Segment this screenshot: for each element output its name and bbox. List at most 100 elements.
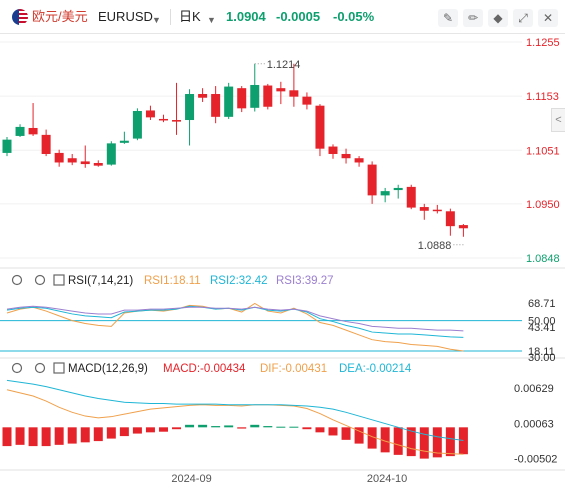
- candle-up[interactable]: [2, 139, 12, 153]
- candle-down[interactable]: [354, 158, 364, 163]
- candle-down[interactable]: [341, 153, 351, 159]
- candle-up[interactable]: [380, 191, 390, 196]
- candle-down[interactable]: [367, 164, 377, 196]
- macd-bar-up: [289, 426, 299, 428]
- macd-bar-down: [445, 427, 455, 457]
- eye-icon[interactable]: [11, 362, 23, 374]
- macd-bar-down: [419, 427, 429, 459]
- candle-down[interactable]: [289, 90, 299, 97]
- candle-down[interactable]: [54, 152, 64, 163]
- candle-down[interactable]: [276, 88, 286, 92]
- rsi-tick-label: 30.00: [528, 352, 556, 364]
- eye-icon[interactable]: [11, 274, 23, 286]
- candle-down[interactable]: [315, 105, 325, 149]
- rsi-tick-label: 18.11: [528, 346, 555, 358]
- high-annotation: 1.1214: [267, 59, 301, 71]
- rsi-title: RSI(7,14,21): [68, 275, 133, 287]
- candle-down[interactable]: [419, 207, 429, 211]
- chart-toolbar: 欧元/美元 EURUSD ▼ 日K ▼ 1.0904 -0.0005 -0.05…: [0, 0, 565, 34]
- candle-down[interactable]: [80, 161, 90, 165]
- rsi-tick-label: 68.71: [528, 298, 556, 310]
- eur-usd-flag-icon: [12, 9, 28, 25]
- candle-down[interactable]: [172, 120, 182, 122]
- candle-down[interactable]: [458, 225, 468, 229]
- candle-up[interactable]: [119, 140, 129, 143]
- candle-down[interactable]: [198, 94, 208, 98]
- gear-icon[interactable]: [34, 274, 46, 286]
- price-tick-label: 1.1051: [526, 145, 560, 157]
- candle-down[interactable]: [211, 94, 221, 117]
- macd-bar-down: [432, 427, 442, 458]
- macd-legend-2: DIF:-0.00431: [260, 363, 327, 375]
- macd-bar-up: [276, 426, 286, 428]
- macd-dea-line: [6, 379, 464, 441]
- timeframe-selector[interactable]: 日K: [179, 9, 201, 24]
- price-tick-label: 1.1255: [526, 37, 560, 49]
- rsi-tick-label: 43.41: [528, 322, 556, 334]
- macd-bar-down: [41, 427, 51, 447]
- time-axis-label: 2024-10: [367, 473, 407, 485]
- candle-down[interactable]: [93, 163, 103, 166]
- rsi-legend-3: RSI3:39.27: [276, 275, 334, 287]
- close-icon[interactable]: ✕: [538, 9, 558, 27]
- candle-up[interactable]: [224, 86, 234, 117]
- macd-bar-up: [185, 424, 195, 428]
- price-change: -0.0005: [276, 9, 321, 24]
- macd-bar-down: [132, 427, 142, 434]
- candle-down[interactable]: [237, 88, 247, 109]
- candle-down[interactable]: [41, 134, 51, 154]
- candle-up[interactable]: [132, 110, 142, 139]
- macd-bar-up: [211, 426, 221, 428]
- candle-down[interactable]: [328, 146, 338, 154]
- macd-dif-line: [6, 389, 464, 455]
- candle-up[interactable]: [106, 143, 116, 165]
- symbol-dropdown-chevron-down-icon[interactable]: ▼: [152, 15, 161, 25]
- last-price-tick-label: 1.0848: [526, 253, 560, 265]
- candle-down[interactable]: [302, 96, 312, 105]
- macd-bar-down: [393, 427, 403, 455]
- candle-down[interactable]: [158, 118, 168, 121]
- instrument-symbol[interactable]: EURUSD: [98, 9, 153, 24]
- candle-down[interactable]: [432, 209, 442, 212]
- edit-icon[interactable]: ✎: [438, 9, 458, 27]
- macd-bar-down: [302, 427, 312, 430]
- candle-up[interactable]: [250, 84, 260, 108]
- candle-up[interactable]: [15, 126, 25, 136]
- instrument-name[interactable]: 欧元/美元: [32, 9, 88, 24]
- candle-down[interactable]: [28, 127, 38, 135]
- macd-tick-label: 0.00063: [514, 418, 554, 430]
- side-panel-toggle[interactable]: <: [551, 108, 565, 132]
- macd-bar-down: [93, 427, 103, 442]
- shape-icon[interactable]: ◆: [488, 9, 508, 27]
- candle-down[interactable]: [145, 110, 155, 118]
- macd-bar-down: [367, 427, 377, 449]
- candlestick-chart[interactable]: 1.1255 1.1153 1.1051 1.0950 1.0848 1.1214 1.08…: [0, 34, 565, 491]
- candle-up[interactable]: [393, 187, 403, 191]
- macd-title: MACD(12,26,9): [68, 363, 148, 375]
- gear-icon[interactable]: [34, 362, 46, 374]
- macd-bar-down: [341, 427, 351, 440]
- macd-bar-down: [237, 427, 247, 429]
- macd-bar-down: [145, 427, 155, 433]
- last-price: 1.0904: [226, 9, 266, 24]
- candle-down[interactable]: [445, 211, 455, 227]
- timeframe-chevron-down-icon[interactable]: ▼: [207, 15, 216, 25]
- expand-icon[interactable]: ⤢: [513, 9, 533, 27]
- expand-icon[interactable]: [53, 362, 65, 374]
- expand-icon[interactable]: [53, 274, 65, 286]
- candle-up[interactable]: [185, 94, 195, 121]
- rsi-tick-label: 50.00: [528, 316, 556, 328]
- macd-bar-down: [172, 427, 182, 430]
- toolbar-divider: [170, 9, 171, 25]
- macd-bar-up: [250, 424, 260, 428]
- macd-bar-down: [158, 427, 168, 432]
- macd-bar-up: [224, 425, 234, 428]
- macd-bar-down: [328, 427, 338, 436]
- candle-down[interactable]: [67, 158, 77, 163]
- candle-down[interactable]: [406, 186, 416, 208]
- price-tick-label: 1.0950: [526, 199, 560, 211]
- rsi-line-rsi1: [6, 302, 464, 352]
- macd-bar-down: [119, 427, 129, 437]
- candle-down[interactable]: [263, 85, 273, 107]
- pencil-icon[interactable]: ✏: [463, 9, 483, 27]
